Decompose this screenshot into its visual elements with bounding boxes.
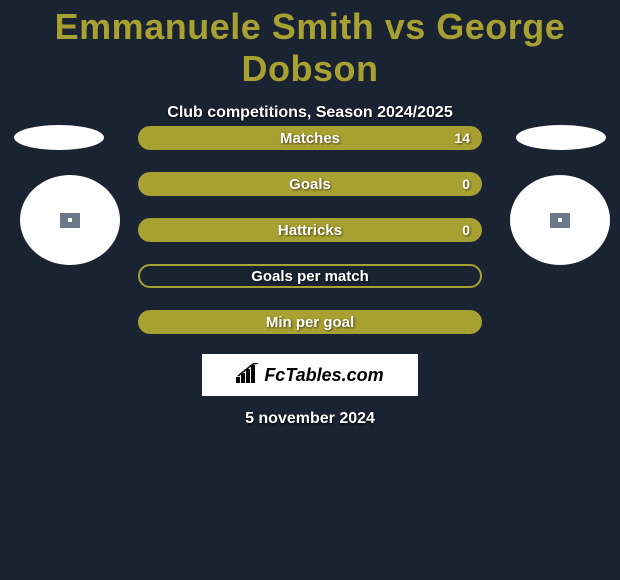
stat-value: 14 (454, 130, 470, 146)
subtitle: Club competitions, Season 2024/2025 (0, 104, 620, 122)
stat-row: Hattricks 0 (138, 218, 482, 242)
stat-label: Hattricks (278, 222, 342, 239)
stat-label: Goals per match (251, 268, 369, 285)
avatar-placeholder-icon (60, 213, 80, 228)
player-avatar-right (510, 175, 610, 265)
stat-row: Matches 14 (138, 126, 482, 150)
stat-row: Goals 0 (138, 172, 482, 196)
stat-value: 0 (462, 222, 470, 238)
player-avatar-left (20, 175, 120, 265)
brand-text: FcTables.com (264, 365, 383, 386)
stat-value: 0 (462, 176, 470, 192)
stat-row: Goals per match (138, 264, 482, 288)
stat-label: Goals (289, 176, 331, 193)
stats-list: Matches 14 Goals 0 Hattricks 0 Goals per match… (138, 126, 482, 356)
comparison-card: Emmanuele Smith vs George Dobson Club co… (0, 0, 620, 580)
brand-chart-icon (236, 363, 260, 388)
date-text: 5 november 2024 (0, 410, 620, 428)
team-logo-right (516, 125, 606, 150)
brand-badge[interactable]: FcTables.com (202, 354, 418, 396)
avatar-placeholder-icon (550, 213, 570, 228)
stat-label: Matches (280, 130, 340, 147)
stat-row: Min per goal (138, 310, 482, 334)
page-title: Emmanuele Smith vs George Dobson (0, 0, 620, 90)
team-logo-left (14, 125, 104, 150)
stat-label: Min per goal (266, 314, 354, 331)
